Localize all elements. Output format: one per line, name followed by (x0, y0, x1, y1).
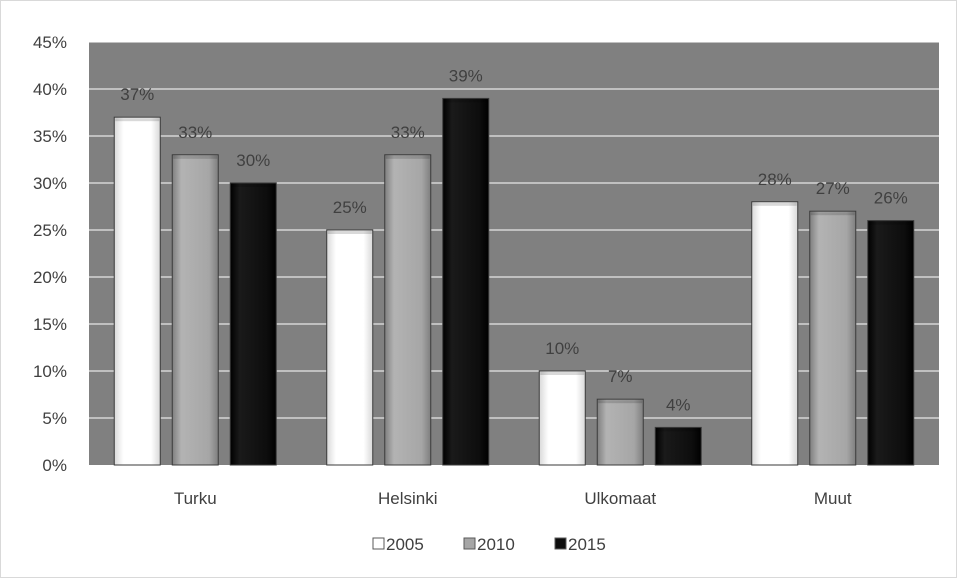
bar-2010-turku (171, 154, 219, 466)
y-tick-label: 45% (33, 33, 67, 52)
bar-2015-helsinki (442, 97, 490, 466)
legend-label: 2015 (568, 535, 606, 554)
y-tick-label: 30% (33, 174, 67, 193)
y-tick-label: 15% (33, 315, 67, 334)
data-label: 25% (333, 198, 367, 217)
bar-2005-helsinki (326, 229, 374, 466)
legend-label: 2005 (386, 535, 424, 554)
data-label: 30% (236, 151, 270, 170)
data-label: 10% (545, 339, 579, 358)
bar-2005-turku (113, 116, 161, 466)
y-tick-label: 0% (42, 456, 67, 475)
x-tick-label: Helsinki (378, 489, 438, 508)
data-label: 28% (758, 170, 792, 189)
x-tick-label: Ulkomaat (584, 489, 656, 508)
bar-2015-ulkomaat (654, 426, 702, 466)
bar-bevel (868, 221, 913, 225)
data-label: 39% (449, 66, 483, 85)
data-label: 7% (608, 367, 633, 386)
bar-bevel (598, 400, 643, 404)
bar-bevel (810, 212, 855, 216)
bar-2010-muut (809, 210, 857, 466)
legend-swatch-2005 (372, 537, 385, 550)
data-label: 27% (816, 179, 850, 198)
bar-bevel (231, 184, 276, 187)
bar-bevel (385, 155, 430, 159)
x-tick-label: Turku (174, 489, 217, 508)
bar-2010-helsinki (384, 154, 432, 466)
bar-2015-turku (229, 182, 277, 466)
data-label: 4% (666, 395, 691, 414)
bar-bevel (540, 372, 585, 375)
x-tick-label: Muut (814, 489, 852, 508)
data-label: 33% (178, 123, 212, 142)
data-label: 26% (874, 189, 908, 208)
bar-bevel (443, 99, 488, 103)
legend: 2005 2010 2015 (372, 535, 606, 554)
bars (113, 97, 915, 466)
bar-2005-muut (751, 201, 799, 466)
y-axis: 0% 5% 10% 15% 20% 25% 30% 35% 40% 45% (33, 33, 67, 475)
legend-swatch-2010 (463, 537, 476, 550)
bar-bevel (656, 428, 701, 432)
y-tick-label: 10% (33, 362, 67, 381)
legend-label: 2010 (477, 535, 515, 554)
data-label: 33% (391, 123, 425, 142)
bar-2005-ulkomaat (538, 370, 586, 466)
bar-bevel (752, 202, 797, 206)
y-tick-label: 25% (33, 221, 67, 240)
y-tick-label: 35% (33, 127, 67, 146)
x-axis: Turku Helsinki Ulkomaat Muut (174, 489, 852, 508)
bar-2015-muut (867, 220, 915, 466)
data-label: 37% (120, 85, 154, 104)
y-tick-label: 5% (42, 409, 67, 428)
legend-swatch-2015 (554, 537, 567, 550)
y-tick-label: 20% (33, 268, 67, 287)
bar-2010-ulkomaat (596, 398, 644, 466)
bar-bevel (115, 118, 160, 122)
data-labels: 37% 33% 30% 25% 33% 39% 10% 7% 4% 28% 27% 26% (120, 66, 908, 414)
bar-bevel (173, 155, 218, 159)
y-tick-label: 40% (33, 80, 67, 99)
bar-bevel (327, 231, 372, 234)
